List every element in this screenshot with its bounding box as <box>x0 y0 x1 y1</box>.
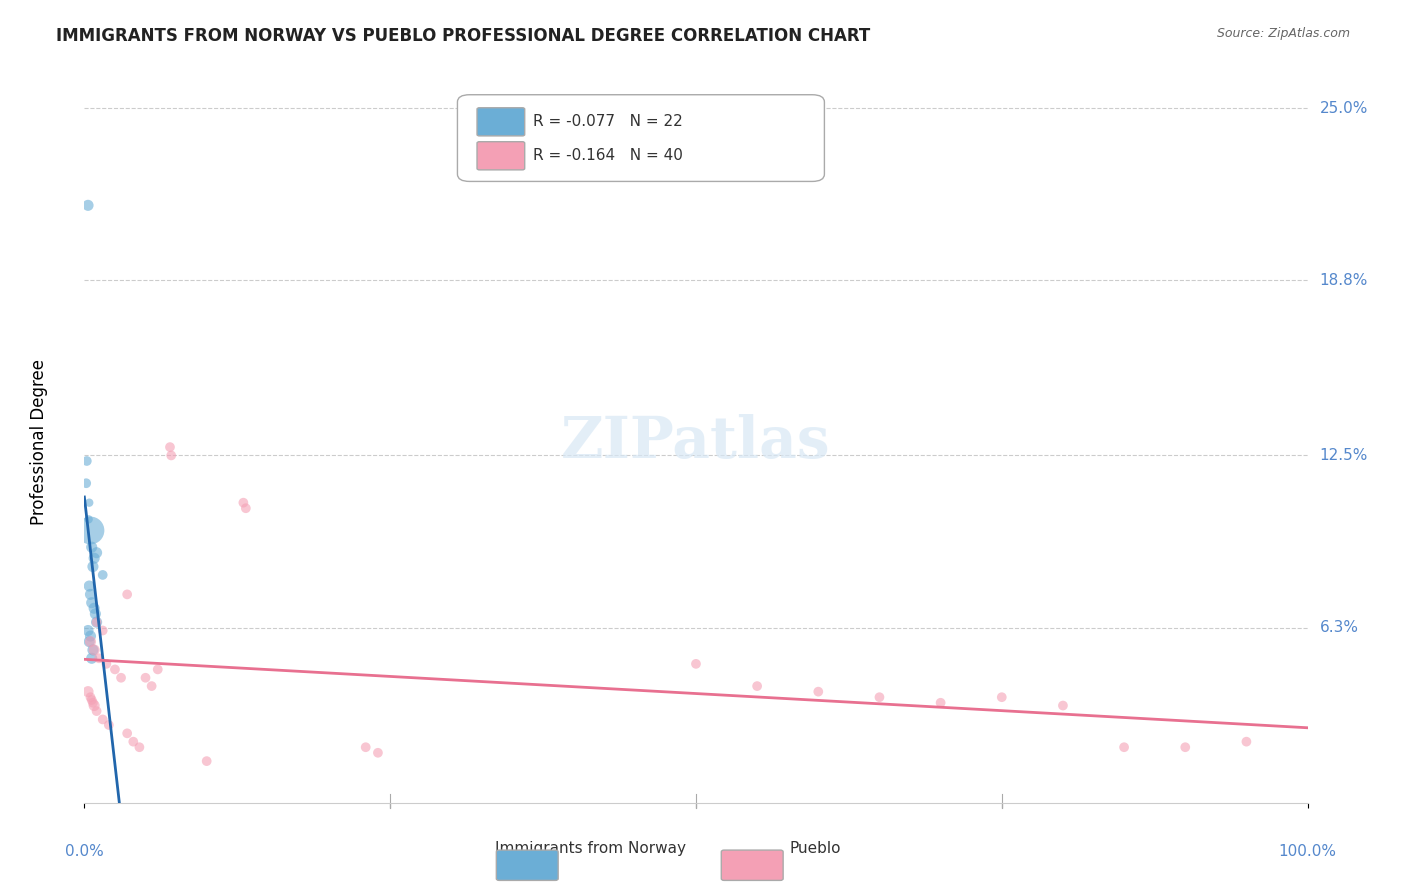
Point <box>122 734 145 748</box>
Point <box>80 540 103 554</box>
Point <box>76 454 98 468</box>
Point <box>929 696 952 710</box>
Point <box>1052 698 1074 713</box>
Point <box>232 496 254 510</box>
Point <box>84 607 107 621</box>
Text: Pueblo: Pueblo <box>790 841 841 856</box>
Point <box>80 596 103 610</box>
Point <box>79 524 101 538</box>
Point <box>97 718 120 732</box>
Point <box>79 690 101 705</box>
Point <box>79 629 101 643</box>
Point <box>991 690 1014 705</box>
Point <box>104 662 127 676</box>
Point <box>115 726 138 740</box>
Point <box>77 684 100 698</box>
Point <box>91 713 114 727</box>
Point <box>83 643 105 657</box>
Text: R = -0.077   N = 22: R = -0.077 N = 22 <box>533 114 683 129</box>
Text: R = -0.164   N = 40: R = -0.164 N = 40 <box>533 148 683 163</box>
Point <box>807 684 830 698</box>
FancyBboxPatch shape <box>477 108 524 136</box>
Point <box>79 587 101 601</box>
Text: 6.3%: 6.3% <box>1320 620 1358 635</box>
Point <box>83 601 105 615</box>
Point <box>235 501 257 516</box>
Point <box>91 568 114 582</box>
FancyBboxPatch shape <box>457 95 824 181</box>
Point <box>110 671 132 685</box>
Point <box>367 746 389 760</box>
Point <box>77 624 100 638</box>
Point <box>79 634 101 648</box>
Point <box>75 476 97 491</box>
Point <box>77 512 100 526</box>
Text: 12.5%: 12.5% <box>1320 448 1368 463</box>
Point <box>86 546 108 560</box>
Point <box>83 551 105 566</box>
Point <box>82 559 104 574</box>
Point <box>747 679 769 693</box>
Point <box>115 587 138 601</box>
Point <box>195 754 218 768</box>
Text: IMMIGRANTS FROM NORWAY VS PUEBLO PROFESSIONAL DEGREE CORRELATION CHART: IMMIGRANTS FROM NORWAY VS PUEBLO PROFESS… <box>56 27 870 45</box>
Point <box>354 740 377 755</box>
Point <box>77 496 100 510</box>
Text: 0.0%: 0.0% <box>65 845 104 860</box>
Point <box>91 624 114 638</box>
Text: Professional Degree: Professional Degree <box>30 359 48 524</box>
Point <box>96 657 118 671</box>
Point <box>86 704 108 718</box>
Point <box>86 615 108 630</box>
Point <box>77 634 100 648</box>
Point <box>135 671 157 685</box>
Point <box>80 651 103 665</box>
Text: Source: ZipAtlas.com: Source: ZipAtlas.com <box>1216 27 1350 40</box>
Point <box>159 440 181 454</box>
Point <box>82 643 104 657</box>
Point <box>128 740 150 755</box>
Text: 25.0%: 25.0% <box>1320 101 1368 116</box>
Point <box>77 579 100 593</box>
Point <box>1114 740 1136 755</box>
Point <box>1174 740 1197 755</box>
Point <box>82 696 104 710</box>
Text: 100.0%: 100.0% <box>1278 845 1337 860</box>
Text: Immigrants from Norway: Immigrants from Norway <box>495 841 686 856</box>
Point <box>685 657 707 671</box>
Text: 18.8%: 18.8% <box>1320 273 1368 288</box>
FancyBboxPatch shape <box>477 142 524 169</box>
Point <box>77 198 100 212</box>
Text: ZIPatlas: ZIPatlas <box>561 414 831 469</box>
Point <box>1236 734 1258 748</box>
Point <box>146 662 169 676</box>
Point <box>869 690 891 705</box>
Point <box>160 449 183 463</box>
Point <box>141 679 163 693</box>
Point <box>80 693 103 707</box>
Point <box>87 651 110 665</box>
Point <box>86 615 108 630</box>
Point <box>83 698 105 713</box>
